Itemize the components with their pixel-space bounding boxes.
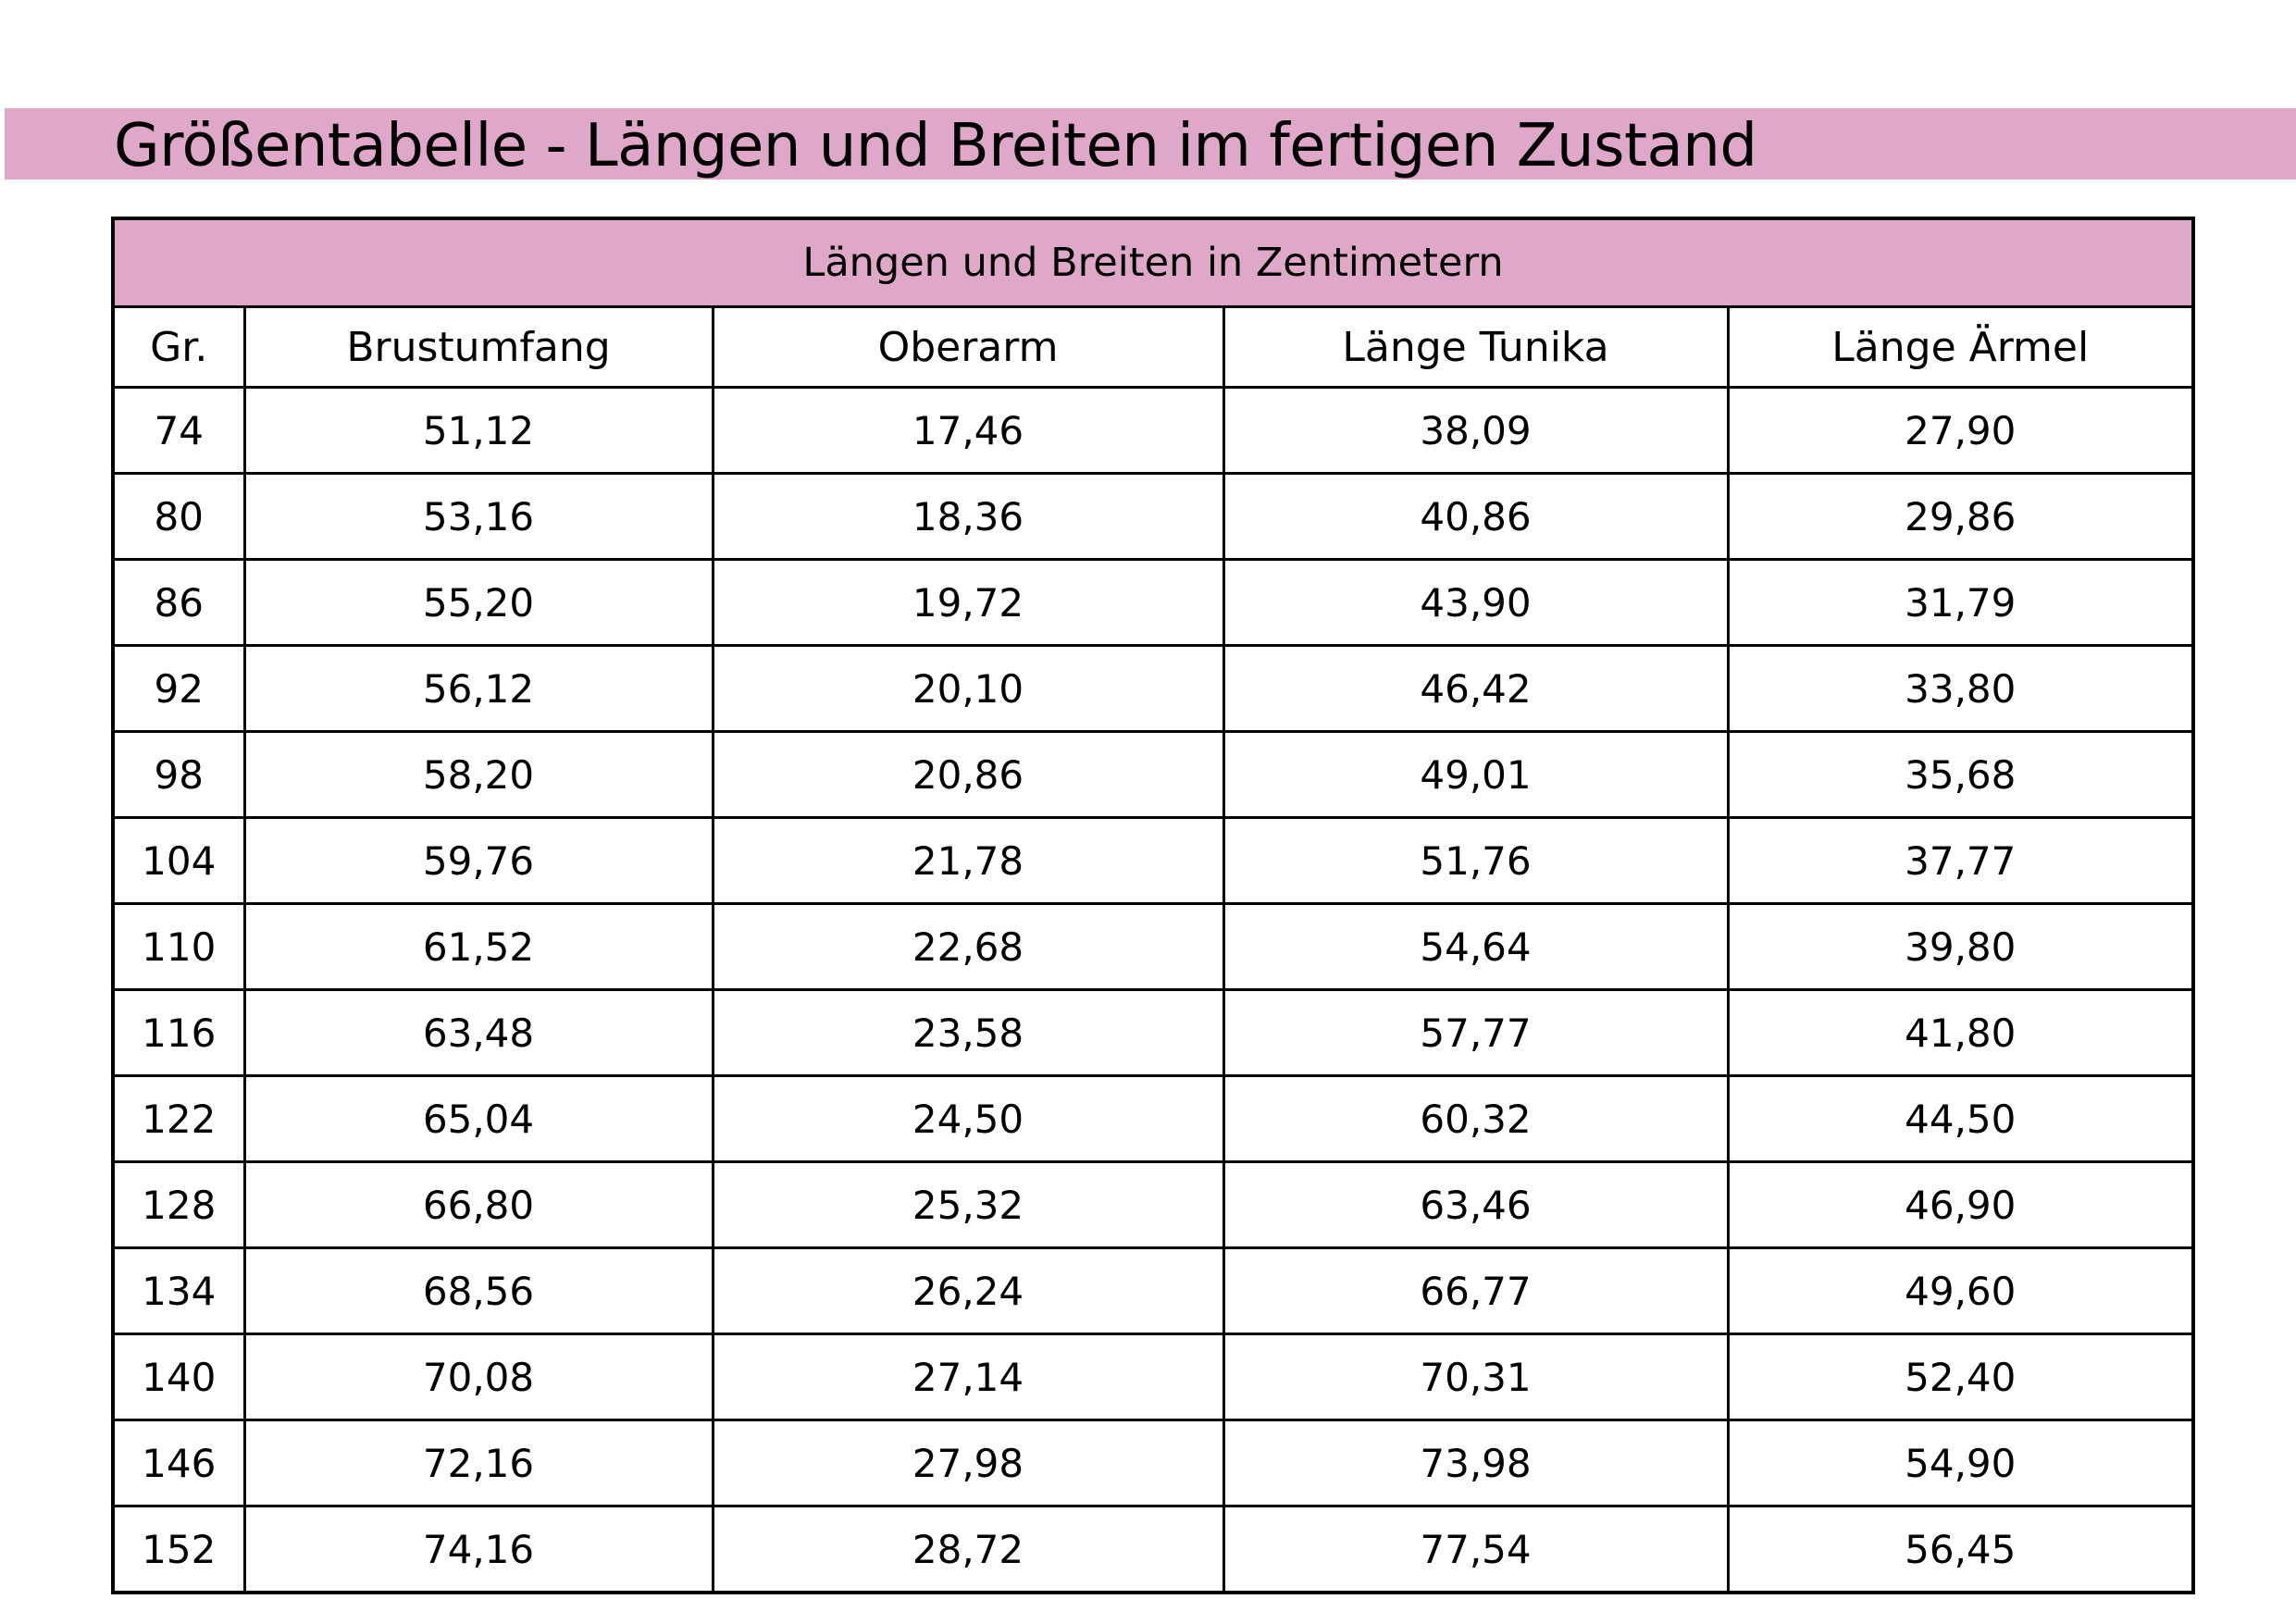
- cell-chest: 74,16: [242, 1505, 714, 1594]
- cell-size: 98: [111, 730, 246, 819]
- header-upper-arm: Oberarm: [711, 305, 1225, 389]
- cell-tunic-length: 70,31: [1222, 1333, 1730, 1421]
- cell-upper-arm: 28,72: [711, 1505, 1225, 1594]
- table-row: 146 72,16 27,98 73,98 54,90: [111, 1419, 2195, 1507]
- cell-sleeve-length: 44,50: [1726, 1074, 2195, 1163]
- title-band: Größentabelle - Längen und Breiten im fe…: [5, 108, 2296, 180]
- table-row: 134 68,56 26,24 66,77 49,60: [111, 1246, 2195, 1335]
- table-caption: Längen und Breiten in Zentimetern: [111, 217, 2195, 308]
- cell-tunic-length: 73,98: [1222, 1419, 1730, 1507]
- cell-size: 80: [111, 472, 246, 561]
- cell-sleeve-length: 29,86: [1726, 472, 2195, 561]
- header-size: Gr.: [111, 305, 246, 389]
- cell-sleeve-length: 35,68: [1726, 730, 2195, 819]
- cell-size: 152: [111, 1505, 246, 1594]
- cell-tunic-length: 38,09: [1222, 386, 1730, 475]
- table-header-row: Gr. Brustumfang Oberarm Länge Tunika Län…: [111, 305, 2195, 389]
- header-chest: Brustumfang: [242, 305, 714, 389]
- cell-sleeve-length: 49,60: [1726, 1246, 2195, 1335]
- cell-upper-arm: 26,24: [711, 1246, 1225, 1335]
- cell-upper-arm: 27,98: [711, 1419, 1225, 1507]
- table-row: 116 63,48 23,58 57,77 41,80: [111, 988, 2195, 1077]
- cell-chest: 59,76: [242, 816, 714, 905]
- cell-sleeve-length: 31,79: [1726, 558, 2195, 647]
- cell-size: 140: [111, 1333, 246, 1421]
- cell-sleeve-length: 37,77: [1726, 816, 2195, 905]
- cell-sleeve-length: 54,90: [1726, 1419, 2195, 1507]
- cell-sleeve-length: 56,45: [1726, 1505, 2195, 1594]
- table-body: 74 51,12 17,46 38,09 27,90 80 53,16 18,36 40,86 2…: [111, 386, 2195, 1594]
- cell-tunic-length: 46,42: [1222, 644, 1730, 733]
- cell-upper-arm: 25,32: [711, 1160, 1225, 1249]
- cell-tunic-length: 66,77: [1222, 1246, 1730, 1335]
- cell-sleeve-length: 33,80: [1726, 644, 2195, 733]
- cell-size: 74: [111, 386, 246, 475]
- cell-chest: 70,08: [242, 1333, 714, 1421]
- cell-tunic-length: 40,86: [1222, 472, 1730, 561]
- cell-upper-arm: 23,58: [711, 988, 1225, 1077]
- cell-chest: 55,20: [242, 558, 714, 647]
- table-row: 122 65,04 24,50 60,32 44,50: [111, 1074, 2195, 1163]
- cell-chest: 65,04: [242, 1074, 714, 1163]
- cell-tunic-length: 60,32: [1222, 1074, 1730, 1163]
- cell-chest: 63,48: [242, 988, 714, 1077]
- table-row: 80 53,16 18,36 40,86 29,86: [111, 472, 2195, 561]
- cell-chest: 58,20: [242, 730, 714, 819]
- cell-upper-arm: 22,68: [711, 902, 1225, 991]
- table-row: 92 56,12 20,10 46,42 33,80: [111, 644, 2195, 733]
- table-row: 110 61,52 22,68 54,64 39,80: [111, 902, 2195, 991]
- table-caption-row: Längen und Breiten in Zentimetern: [111, 217, 2195, 308]
- header-tunic-length: Länge Tunika: [1222, 305, 1730, 389]
- cell-size: 86: [111, 558, 246, 647]
- cell-size: 116: [111, 988, 246, 1077]
- cell-tunic-length: 77,54: [1222, 1505, 1730, 1594]
- cell-upper-arm: 27,14: [711, 1333, 1225, 1421]
- cell-tunic-length: 43,90: [1222, 558, 1730, 647]
- cell-sleeve-length: 27,90: [1726, 386, 2195, 475]
- cell-upper-arm: 18,36: [711, 472, 1225, 561]
- cell-chest: 66,80: [242, 1160, 714, 1249]
- cell-tunic-length: 54,64: [1222, 902, 1730, 991]
- cell-chest: 61,52: [242, 902, 714, 991]
- header-sleeve-length: Länge Ärmel: [1726, 305, 2195, 389]
- cell-upper-arm: 17,46: [711, 386, 1225, 475]
- cell-size: 146: [111, 1419, 246, 1507]
- cell-chest: 53,16: [242, 472, 714, 561]
- cell-size: 92: [111, 644, 246, 733]
- cell-chest: 72,16: [242, 1419, 714, 1507]
- cell-chest: 68,56: [242, 1246, 714, 1335]
- cell-sleeve-length: 52,40: [1726, 1333, 2195, 1421]
- cell-upper-arm: 20,86: [711, 730, 1225, 819]
- size-table: Längen und Breiten in Zentimetern Gr. Br…: [111, 217, 2195, 1594]
- table-row: 74 51,12 17,46 38,09 27,90: [111, 386, 2195, 475]
- cell-chest: 51,12: [242, 386, 714, 475]
- table-row: 140 70,08 27,14 70,31 52,40: [111, 1333, 2195, 1421]
- cell-tunic-length: 57,77: [1222, 988, 1730, 1077]
- cell-size: 134: [111, 1246, 246, 1335]
- table-row: 128 66,80 25,32 63,46 46,90: [111, 1160, 2195, 1249]
- table-row: 152 74,16 28,72 77,54 56,45: [111, 1505, 2195, 1594]
- table-row: 98 58,20 20,86 49,01 35,68: [111, 730, 2195, 819]
- cell-upper-arm: 24,50: [711, 1074, 1225, 1163]
- cell-tunic-length: 63,46: [1222, 1160, 1730, 1249]
- cell-size: 122: [111, 1074, 246, 1163]
- cell-tunic-length: 49,01: [1222, 730, 1730, 819]
- cell-chest: 56,12: [242, 644, 714, 733]
- cell-size: 110: [111, 902, 246, 991]
- cell-size: 104: [111, 816, 246, 905]
- table-row: 86 55,20 19,72 43,90 31,79: [111, 558, 2195, 647]
- page-title: Größentabelle - Längen und Breiten im fe…: [114, 112, 1757, 180]
- cell-sleeve-length: 41,80: [1726, 988, 2195, 1077]
- table-row: 104 59,76 21,78 51,76 37,77: [111, 816, 2195, 905]
- cell-size: 128: [111, 1160, 246, 1249]
- cell-upper-arm: 20,10: [711, 644, 1225, 733]
- cell-upper-arm: 21,78: [711, 816, 1225, 905]
- cell-upper-arm: 19,72: [711, 558, 1225, 647]
- cell-sleeve-length: 39,80: [1726, 902, 2195, 991]
- cell-tunic-length: 51,76: [1222, 816, 1730, 905]
- cell-sleeve-length: 46,90: [1726, 1160, 2195, 1249]
